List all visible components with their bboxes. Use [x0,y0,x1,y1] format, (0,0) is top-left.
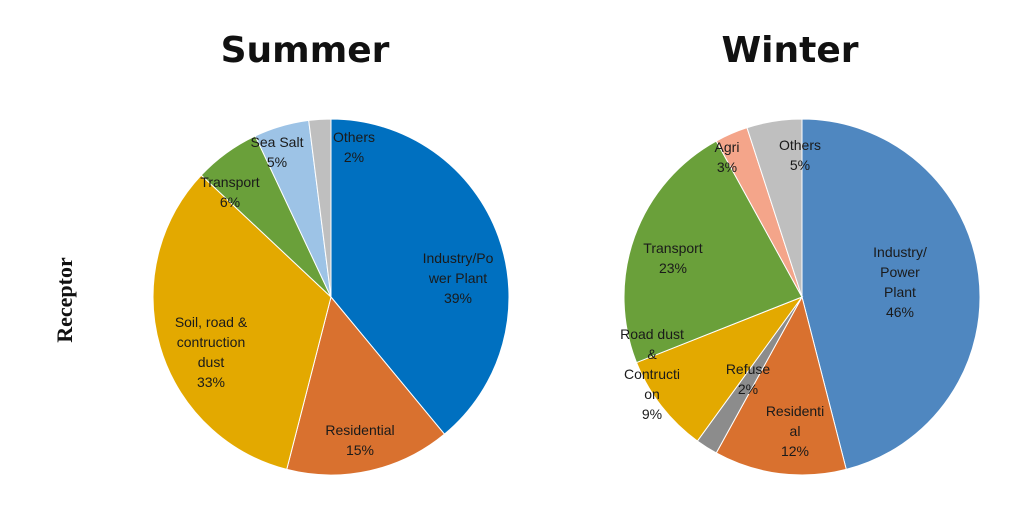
summer-slice-others [308,118,332,298]
winter-label-transport: Transport 23% [643,240,703,276]
winter-label-others: Others 5% [779,137,821,173]
winter-slice-industry-power-plant [801,118,981,471]
summer-label-transport: Transport 6% [200,174,260,210]
winter-label-industry-power-plant: Industry/Power Plant 46% [873,244,927,320]
summer-label-soil-road-contruction-dust: Soil, road & contruction dust 33% [175,314,248,390]
winter-slice-road-dust-contruction [635,295,804,442]
winter-labels: Industry/Power Plant 46% Residenti al 12% Refu… [620,137,927,459]
summer-slice-residential [286,295,446,476]
winter-pie-chart: Winter Industry/Power Plant 46% Residenti al… [620,30,981,476]
summer-slice-industry-power-plant [330,118,510,435]
summer-label-industry-power-plant: Industry/Po wer Plant 39% [423,250,494,306]
summer-label-others: Others 2% [333,129,375,165]
winter-slice-transport [623,140,803,364]
winter-slices [623,118,981,476]
winter-chart-title: Winter [721,30,858,71]
summer-labels: Industry/Po wer Plant 39% Residential 15% Soi… [175,129,494,458]
receptor-axis-label: Receptor [52,257,77,343]
winter-label-refuse: Refuse 2% [726,361,771,397]
winter-slice-others [746,118,803,298]
summer-pie-chart: Summer Industry/Po wer Plant 39% Residentia… [152,30,510,476]
summer-label-residential: Residential 15% [325,422,394,458]
winter-label-agri: Agri 3% [715,139,740,175]
summer-slices [152,118,510,476]
winter-label-residential: Residenti al 12% [766,403,824,459]
winter-slice-residential [715,295,847,476]
summer-chart-title: Summer [221,30,390,71]
summer-slice-soil-road-contruction-dust [152,174,332,471]
winter-label-road-dust-contruction: Road dust & Contructi on 9% [620,326,684,422]
summer-label-sea-salt: Sea Salt 5% [251,134,304,170]
